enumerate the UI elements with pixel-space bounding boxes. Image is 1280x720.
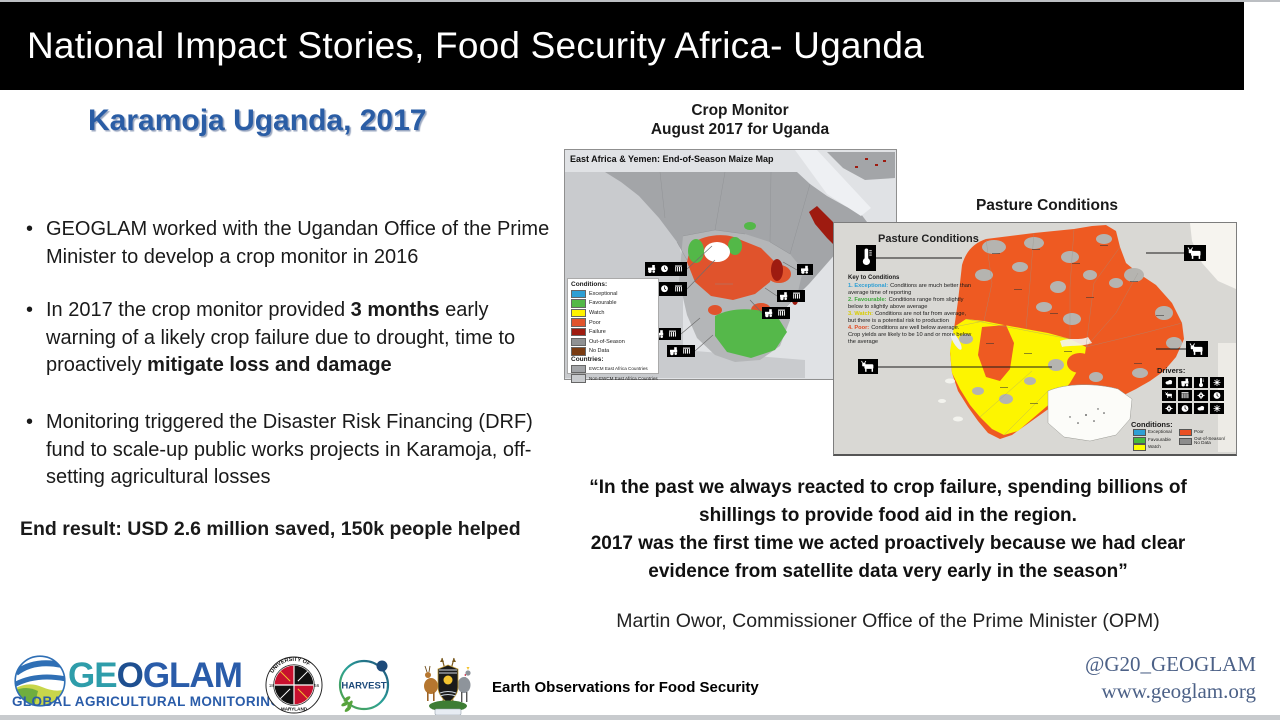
legend-label: Out-of-Season [589,338,625,345]
section-heading: Karamoja Uganda, 2017 [88,104,427,137]
social-links: @G20_GEOGLAM www.geoglam.org [956,651,1256,705]
bullet-text: In 2017 the crop monitor provided 3 mont… [46,299,516,376]
slide-title: National Impact Stories, Food Security A… [27,25,924,66]
earth-observations-text: Earth Observations for Food Security [492,679,759,696]
quote-text: “In the past we always reacted to crop f… [589,477,1187,582]
legend-swatch [571,327,586,337]
pasture-map-graphic [834,223,1236,452]
legend-swatch [571,374,586,383]
legend-swatch [571,347,586,356]
legend-label: No Data [589,348,610,355]
key-title: Key to Conditions [848,275,900,281]
svg-text:18: 18 [269,683,274,688]
legend-label: Favourable [589,300,617,307]
crop-map-title: East Africa & Yemen: End-of-Season Maize… [570,154,774,164]
key-item: 2. Favourable: Conditions range from slig… [848,296,964,310]
key-item: 3. Watch: Conditions are not far from ave… [848,310,967,324]
legend-countries-label: Countries: [571,356,604,364]
key-item: 4. Poor: Conditions are well below averag… [848,324,972,345]
thermometer-icon [856,245,876,271]
legend-label: EWCM East Africa Countries [589,366,648,372]
university-of-maryland-seal: UNIVERSITY OF 18 56 MARYLAND [265,656,323,714]
pasture-map: Pasture Conditions Key to Conditions 1. … [833,222,1237,456]
legend-item: Exceptional [1133,429,1172,436]
legend-item: Out-of-Season/ No Data [1179,436,1225,447]
bullet-item: • Monitoring triggered the Disaster Risk… [22,409,550,492]
bullet-text: GEOGLAM worked with the Ugandan Office o… [46,218,550,268]
legend-item: Watch [1133,444,1161,451]
harvest-logo: HARVEST [338,659,390,712]
geoglam-globe-icon [14,655,66,707]
bottom-edge-strip [0,715,1280,720]
legend-swatch [571,308,586,318]
quote-attribution: Martin Owor, Commissioner Office of the … [616,610,1160,632]
legend-label: Exceptional [589,290,618,297]
legend-label: Non-EWCM East Africa Countries [589,376,658,382]
legend-swatch [571,299,586,308]
legend-item: Poor [1179,429,1204,436]
bullet-marker: • [26,299,34,321]
bullet-marker: • [26,218,34,240]
legend-item: Favourable [1133,436,1171,444]
svg-text:MARYLAND: MARYLAND [281,707,308,712]
top-edge-strip [0,0,1280,2]
bullet-marker: • [26,411,34,433]
website-url: www.geoglam.org [1101,679,1256,703]
bullet-item: • In 2017 the crop monitor provided 3 mo… [22,297,550,380]
geoglam-wordmark: GEOGLAM [68,656,243,695]
geoglam-subtitle: GLOBAL AGRICULTURAL MONITORING [12,694,282,709]
legend-label: Poor [589,319,601,326]
twitter-handle: @G20_GEOGLAM [1085,652,1256,676]
crop-monitor-heading: Crop Monitor August 2017 for Uganda [650,102,830,138]
crop-monitor-map: East Africa & Yemen: End-of-Season Maize… [564,149,897,383]
legend-label: Failure [589,329,606,336]
legend-label: Watch [589,309,605,316]
drivers-label: Drivers: [1157,366,1186,375]
uganda-coat-of-arms [424,657,471,716]
pasture-heading: Pasture Conditions [975,197,1119,214]
legend-swatch [571,289,586,299]
key-item: 1. Exceptional: Conditions are much bette… [848,282,972,296]
pasture-map-title: Pasture Conditions [878,233,979,245]
bullet-item: • GEOGLAM worked with the Ugandan Office… [22,216,550,271]
bullet-text: Monitoring triggered the Disaster Risk F… [46,411,533,488]
legend-conditions-label: Conditions: [571,281,608,288]
pasture-key: Key to Conditions 1. Exceptional: Conditi… [848,275,972,346]
legend-swatch [571,337,586,347]
title-bar: National Impact Stories, Food Security A… [0,2,1244,90]
crop-map-legend: Conditions: Exceptional Favourable Watch… [567,278,659,383]
livestock-icon [858,245,1208,374]
drivers-icon-grid [1162,377,1224,414]
legend-swatch [571,364,586,374]
end-result-text: End result: USD 2.6 million saved, 150k … [20,518,521,540]
svg-text:56: 56 [314,683,319,688]
svg-text:HARVEST: HARVEST [341,681,386,692]
pasture-conditions-label: Conditions: [1131,420,1173,429]
legend-swatch [571,318,586,327]
